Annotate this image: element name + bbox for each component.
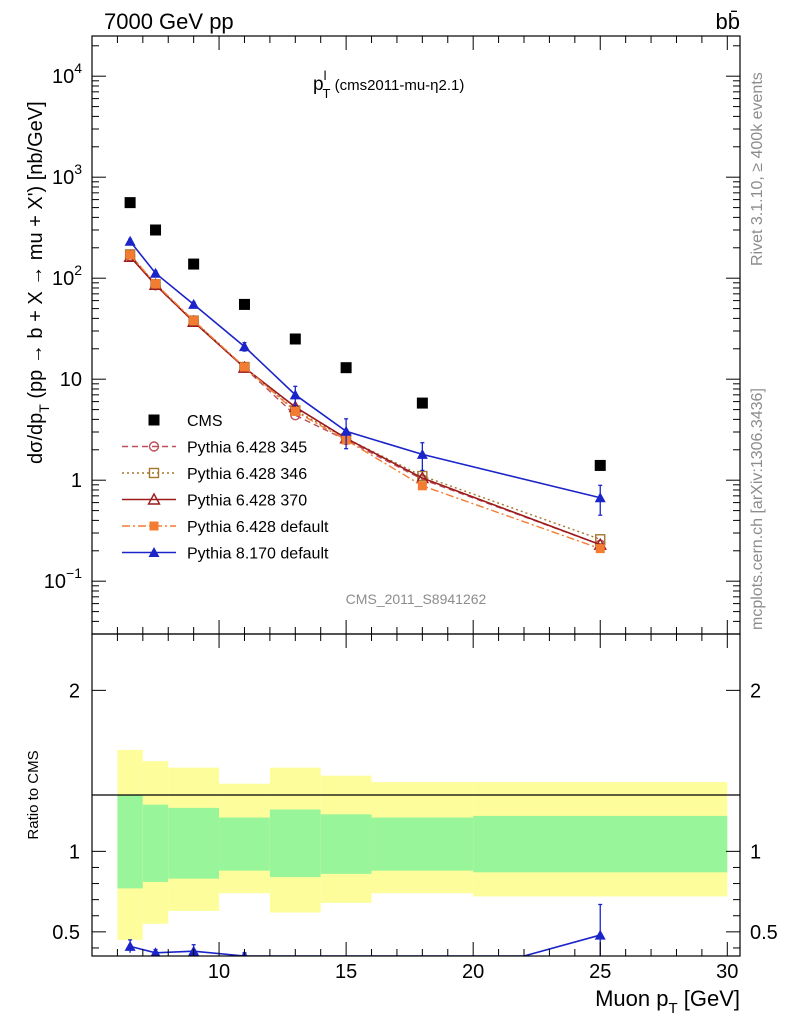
legend-item: Pythia 6.428 345 [122, 440, 307, 457]
main-y-tick-label: 102 [52, 262, 82, 290]
x-axis-label: Muon pT [GeV] [595, 986, 740, 1017]
legend-marker [148, 441, 160, 452]
ratio-y-tick-label-right: 2 [750, 680, 761, 702]
data-point [595, 544, 605, 554]
x-tick-label: 20 [462, 961, 484, 983]
data-point [340, 425, 352, 436]
legend-label: Pythia 6.428 370 [187, 493, 307, 510]
data-point [290, 406, 300, 416]
ratio-y-tick-label-right: 0.5 [750, 922, 778, 944]
legend-item: Pythia 6.428 default [122, 519, 329, 536]
data-point [340, 362, 352, 374]
ratio-axis-ticks: 0.5 0.5 1 1 2 2 [52, 634, 778, 956]
data-point [594, 492, 606, 503]
ratio-panel: 0.5 0.5 1 1 2 2 Ratio to CMS [25, 633, 778, 957]
data-point [594, 459, 606, 471]
rivet-label: Rivet 3.1.10, ≥ 400k events [749, 72, 766, 266]
ratio-band-inner [168, 807, 220, 879]
data-point [239, 362, 249, 372]
ratio-band-inner [219, 817, 270, 871]
series-cms [124, 197, 606, 471]
data-point [150, 267, 162, 278]
ratio-point [150, 947, 161, 956]
legend-item: Pythia 6.428 346 [122, 466, 307, 483]
ratio-band-inner [117, 795, 143, 889]
data-point [150, 224, 162, 236]
ratio-y-tick-label: 1 [69, 841, 80, 863]
header-left: 7000 GeV pp [104, 9, 234, 34]
ratio-bands [117, 749, 728, 940]
series-line [129, 254, 601, 550]
ratio-point [594, 929, 606, 940]
main-plot-frame [91, 35, 741, 635]
ratio-line [129, 934, 601, 956]
ratio-y-tick-label-right: 1 [750, 841, 761, 863]
legend-marker [149, 521, 159, 531]
ratio-point [124, 940, 136, 951]
data-point [289, 389, 301, 400]
series-line [129, 240, 601, 499]
ratio-plot-frame [91, 633, 741, 957]
data-point [188, 258, 200, 270]
legend: CMS Pythia 6.428 345 Pythia 6.428 346 Pythi… [122, 413, 329, 563]
legend-item: CMS [148, 413, 223, 430]
main-axis-ticks: 10−1 1 10 102 103 104 [44, 36, 740, 635]
series-line [129, 256, 601, 546]
data-point [289, 333, 301, 345]
main-y-tick-label: 10 [60, 369, 82, 391]
ratio-band-inner [142, 804, 169, 882]
analysis-label: CMS_2011_S8941262 [346, 591, 487, 607]
ratio-y-tick-label: 2 [69, 680, 80, 702]
data-point [188, 298, 200, 309]
plot-title: pl T (cms2011-mu-η2.1) [313, 68, 464, 101]
legend-label: Pythia 8.170 default [187, 546, 329, 563]
main-series-layer [123, 197, 607, 554]
ratio-band-inner [320, 814, 372, 874]
data-point [189, 316, 199, 326]
ratio-band-inner [371, 817, 474, 871]
main-y-tick-label: 103 [52, 161, 82, 189]
data-point [417, 481, 427, 491]
legend-marker [148, 547, 160, 557]
main-y-tick-label: 10−1 [44, 565, 82, 593]
main-panel: 10−1 1 10 102 103 104 pl T (cms2011-mu-η2.1) C… [25, 35, 741, 635]
legend-label: Pythia 6.428 default [187, 519, 329, 536]
data-point [124, 197, 136, 209]
data-point [124, 235, 136, 246]
series-line [129, 253, 601, 540]
legend-label: Pythia 6.428 346 [187, 466, 307, 483]
legend-item: Pythia 8.170 default [122, 546, 329, 563]
x-tick-label: 30 [716, 961, 738, 983]
ratio-band-inner [473, 815, 728, 873]
ratio-y-tick-label: 0.5 [52, 922, 80, 944]
x-axis-tick-labels: 10 15 20 25 30 [208, 961, 738, 983]
data-point [238, 298, 250, 310]
x-tick-label: 10 [208, 961, 230, 983]
mcplots-label: mcplots.cern.ch [arXiv:1306.3436] [749, 388, 766, 630]
data-point [151, 279, 161, 289]
ratio-band-inner [269, 809, 321, 878]
main-y-tick-label: 1 [71, 470, 82, 492]
x-tick-label: 25 [589, 961, 611, 983]
series-line [129, 255, 601, 546]
header-right: bb̄ [716, 9, 740, 34]
x-tick-label: 15 [335, 961, 357, 983]
data-point [125, 250, 135, 260]
legend-item: Pythia 6.428 370 [122, 493, 307, 510]
legend-marker [148, 414, 160, 426]
legend-marker [147, 492, 161, 505]
data-point [595, 534, 606, 545]
ratio-y-axis-label: Ratio to CMS [25, 750, 42, 839]
series-pythia-8-170-default [124, 235, 606, 516]
data-point [238, 341, 250, 352]
data-point [416, 397, 428, 409]
legend-label: CMS [187, 413, 223, 430]
main-y-axis-label: dσ/dpT (pp → b + X → mu + X') [nb/GeV] [25, 101, 52, 464]
legend-label: Pythia 6.428 345 [187, 440, 307, 457]
main-y-tick-label: 104 [52, 60, 82, 88]
legend-marker [148, 467, 160, 479]
data-point [416, 448, 428, 459]
